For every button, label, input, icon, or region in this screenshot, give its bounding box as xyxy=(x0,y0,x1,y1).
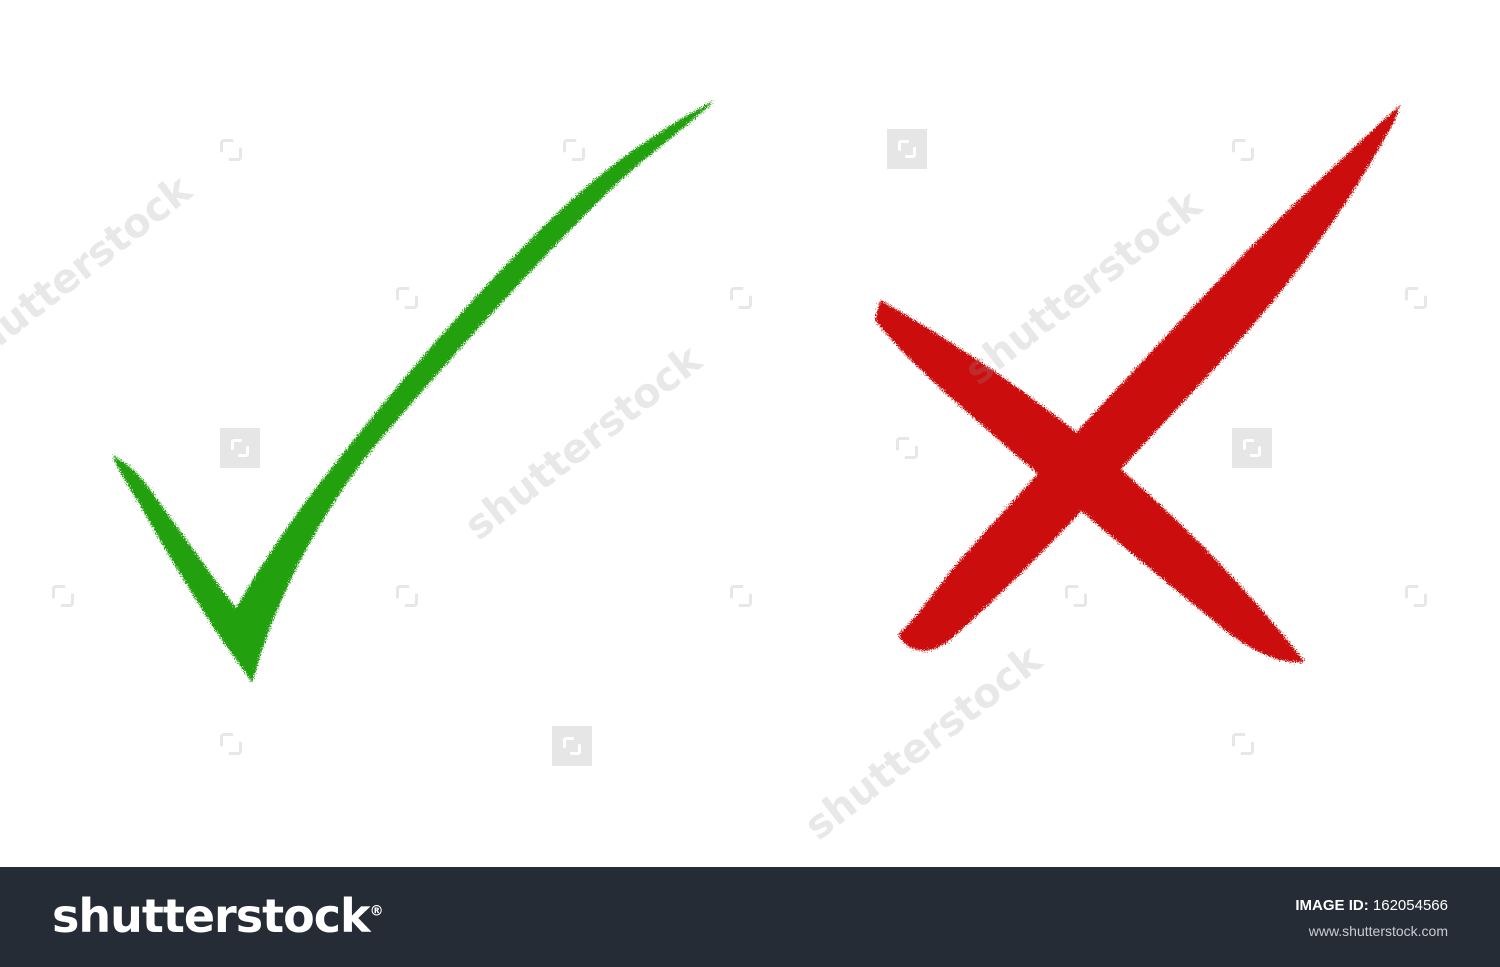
image-id-label: IMAGE ID: xyxy=(1295,897,1369,914)
watermark-small-icon xyxy=(1405,287,1427,309)
watermark-small-icon xyxy=(730,287,752,309)
watermark-small-icon xyxy=(220,733,242,755)
watermark-small-icon xyxy=(396,585,418,607)
footer-logo-text: shutterstock xyxy=(52,889,371,943)
footer-bar: shutterstock® IMAGE ID: 162054566 www.sh… xyxy=(0,867,1500,967)
watermark-logo-icon xyxy=(220,428,260,468)
watermark-small-icon xyxy=(396,287,418,309)
image-id: IMAGE ID: 162054566 xyxy=(1295,897,1448,914)
watermark-small-icon xyxy=(1405,585,1427,607)
footer-logo: shutterstock® xyxy=(52,889,384,943)
check-mark-icon xyxy=(112,100,715,682)
image-id-value: 162054566 xyxy=(1372,897,1448,914)
cross-mark-icon xyxy=(875,105,1400,663)
watermark-logo-icon xyxy=(1232,428,1272,468)
watermark-logo-icon xyxy=(552,726,592,766)
watermark-small-icon xyxy=(563,139,585,161)
watermark-small-icon xyxy=(896,437,918,459)
watermark-small-icon xyxy=(52,585,74,607)
watermark-small-icon xyxy=(1065,585,1087,607)
marks-illustration xyxy=(112,100,1400,682)
watermark-small-icon xyxy=(1232,733,1254,755)
watermark-small-icon xyxy=(220,139,242,161)
watermark-small-icon xyxy=(730,585,752,607)
footer-url: www.shutterstock.com xyxy=(1308,923,1448,939)
footer-logo-mark: ® xyxy=(369,903,384,920)
image-canvas: shutterstock shutterstock shutterstock s… xyxy=(0,0,1500,867)
watermark-small-icon xyxy=(1232,139,1254,161)
watermark-logo-icon xyxy=(887,129,927,169)
